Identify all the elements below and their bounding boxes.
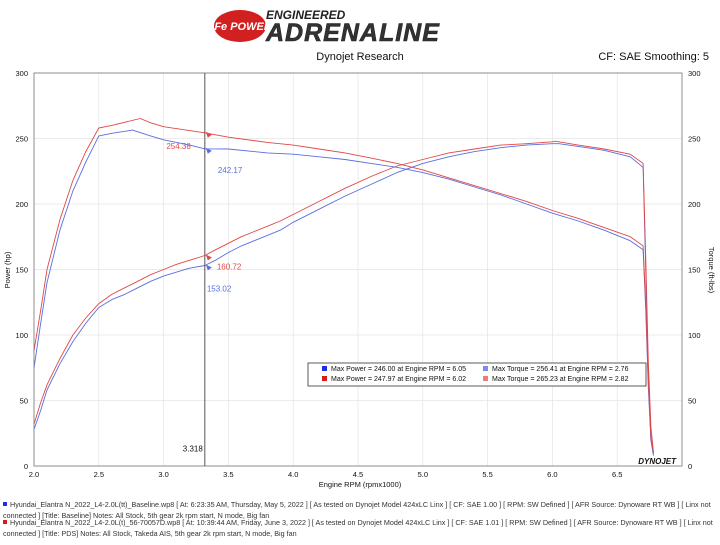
x-tick-label: 3.0	[158, 470, 168, 479]
annotation-marker-icon	[205, 254, 212, 261]
series-test-torque	[33, 118, 654, 453]
x-tick-label: 6.5	[612, 470, 622, 479]
afe-badge-text: aFe POWER	[208, 21, 272, 33]
annotation-label: 254.38	[166, 142, 191, 151]
dynojet-watermark: DYNOJET	[638, 457, 677, 466]
chart-subtitle: Dynojet Research	[316, 51, 403, 63]
value-annotations: 254.38 242.17 160.72 153.02	[166, 131, 243, 294]
run-info-baseline-text: Hyundai_Elantra N_2022_L4-2.0L(tt)_Basel…	[3, 500, 711, 520]
x-tick-label: 2.0	[29, 470, 39, 479]
series-group	[33, 118, 654, 456]
left-tick-label: 250	[15, 135, 28, 144]
annotation-marker-icon	[205, 131, 212, 138]
right-tick-label: 150	[688, 266, 701, 275]
baseline-dot-icon	[3, 502, 7, 506]
annotation-marker-icon	[205, 264, 212, 271]
right-tick-label: 0	[688, 462, 692, 471]
logo-brand: ADRENALINE	[265, 19, 440, 47]
left-tick-label: 50	[20, 397, 28, 406]
afe-badge-icon	[214, 10, 266, 42]
afe-logo: aFe POWER ENGINEERED ADRENALINE	[208, 8, 440, 47]
plot-frame	[33, 72, 683, 467]
x-tick-label: 4.0	[288, 470, 298, 479]
legend-test-torque: Max Torque = 265.23 at Engine RPM = 2.82	[492, 376, 629, 383]
right-tick-label: 200	[688, 200, 701, 209]
legend-swatch-test-power	[322, 376, 327, 381]
y-axis-label-left: Power (hp)	[3, 251, 12, 288]
legend-baseline-power: Max Power = 246.00 at Engine RPM = 6.05	[331, 366, 466, 373]
logo-tagline: ENGINEERED	[266, 8, 346, 22]
y-axis-label-right: Torque (ft-lbs)	[707, 247, 716, 294]
left-tick-label: 200	[15, 200, 28, 209]
legend-test-power: Max Power = 247.97 at Engine RPM = 6.02	[331, 376, 466, 383]
left-tick-label: 0	[24, 462, 28, 471]
left-tick-label: 150	[15, 266, 28, 275]
x-tick-label: 4.5	[353, 470, 363, 479]
run-info-baseline: Hyundai_Elantra N_2022_L4-2.0L(tt)_Basel…	[3, 500, 715, 521]
right-tick-label: 50	[688, 397, 696, 406]
legend: Max Power = 246.00 at Engine RPM = 6.05 …	[307, 362, 647, 387]
legend-swatch-baseline-torque	[483, 366, 488, 371]
right-tick-label: 250	[688, 135, 701, 144]
legend-swatch-test-torque	[483, 376, 488, 381]
x-tick-labels: 2.0 2.5 3.0 3.5 4.0 4.5 5.0 5.5 6.0 6.5	[29, 470, 623, 479]
x-tick-label: 5.0	[418, 470, 428, 479]
x-tick-label: 5.5	[482, 470, 492, 479]
series-test-power	[33, 140, 654, 453]
left-tick-label: 100	[15, 331, 28, 340]
x-axis-label: Engine RPM (rpmx1000)	[319, 480, 402, 489]
series-baseline-power	[33, 143, 654, 456]
annotation-label: 160.72	[217, 262, 242, 271]
annotation-marker-icon	[205, 147, 212, 154]
legend-swatch-baseline-power	[322, 366, 327, 371]
x-tick-label: 6.0	[547, 470, 557, 479]
run-info-test: Hyundai_Elantra N_2022_L4-2.0L(t)_56-700…	[3, 518, 715, 539]
left-tick-label: 300	[15, 69, 28, 78]
series-baseline-torque	[33, 129, 654, 456]
annotation-label: 242.17	[218, 166, 243, 175]
test-dot-icon	[3, 520, 7, 524]
rpm-cursor-label: 3.318	[183, 445, 204, 454]
annotation-label: 153.02	[207, 285, 232, 294]
legend-baseline-torque: Max Torque = 256.41 at Engine RPM = 2.76	[492, 366, 629, 373]
run-info-test-text: Hyundai_Elantra N_2022_L4-2.0L(t)_56-700…	[3, 518, 713, 538]
right-tick-labels: 0 50 100 150 200 250 300	[688, 69, 701, 471]
x-tick-label: 2.5	[94, 470, 104, 479]
correction-factor-label: CF: SAE Smoothing: 5	[598, 51, 709, 63]
x-tick-label: 3.5	[223, 470, 233, 479]
right-tick-label: 100	[688, 331, 701, 340]
left-tick-labels: 0 50 100 150 200 250 300	[15, 69, 28, 471]
legend-box	[307, 362, 647, 387]
right-tick-label: 300	[688, 69, 701, 78]
